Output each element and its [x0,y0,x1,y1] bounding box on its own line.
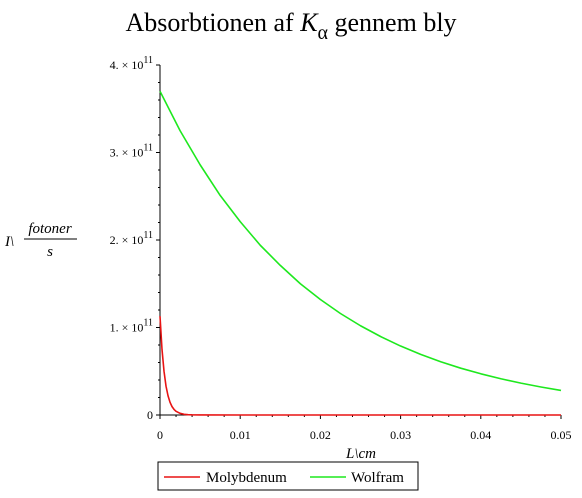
y-axis-label: I\ fotoner s [4,221,77,260]
y-tick-exponent: 11 [143,230,153,241]
y-tick-mantissa: 0 [147,408,153,422]
series-line-wolfram [159,90,562,392]
x-tick-label: 0.01 [230,428,251,442]
x-tick-label: 0.02 [310,428,331,442]
y-axis-label-denominator: s [47,244,53,260]
x-tick-label: 0 [157,428,163,442]
y-tick-label: 2. × 1011 [110,230,153,247]
chart-title-symbol: K [299,8,319,37]
legend-label-wolfram: Wolfram [351,470,404,486]
x-tick-label: 0.04 [470,428,491,442]
chart-title-after: gennem bly [328,8,457,37]
x-tick-label: 0.05 [551,428,572,442]
legend: Molybdenum Wolfram [157,461,419,491]
chart-title: Absorbtionen af Kα gennem bly [125,8,456,44]
y-tick-exponent: 11 [143,318,153,329]
legend-label-molybdenum: Molybdenum [206,470,287,486]
x-axis-label: L\cm [345,446,376,462]
x-tick-label: 0.03 [390,428,411,442]
y-tick-exponent: 11 [143,55,153,66]
chart-title-subscript: α [318,22,329,44]
y-tick-mantissa: 3. × 10 [110,146,144,160]
x-axis-ticks: 0 0.01 0.02 0.03 0.04 0.05 [157,415,572,442]
y-tick-label: 1. × 1011 [110,318,153,335]
y-tick-mantissa: 4. × 10 [110,58,144,72]
y-tick-label: 0 [147,408,153,422]
y-axis-label-prefix: I\ [4,234,14,250]
y-tick-mantissa: 2. × 10 [110,233,144,247]
series-line-molybdenum [159,316,561,416]
y-tick-label: 3. × 1011 [110,143,153,160]
legend-box [157,461,419,491]
y-tick-exponent: 11 [143,143,153,154]
y-tick-label: 4. × 1011 [110,55,153,72]
y-axis-label-numerator: fotoner [28,221,71,237]
chart-title-before: Absorbtionen af [125,8,300,37]
y-tick-mantissa: 1. × 10 [110,321,144,335]
series-lines [159,90,562,416]
